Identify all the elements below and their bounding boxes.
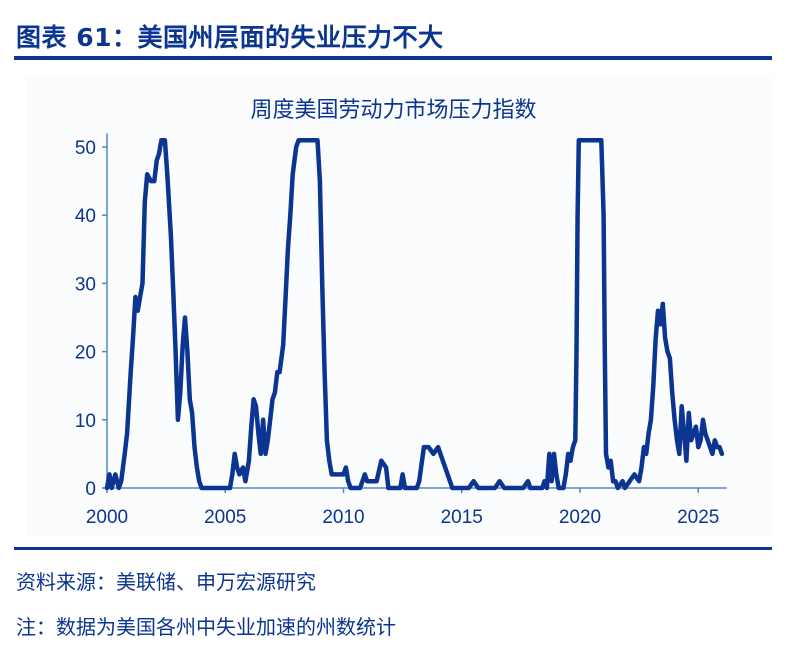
- chart-title: 周度美国劳动力市场压力指数: [250, 98, 537, 123]
- x-tick-label: 2015: [441, 507, 483, 528]
- source-text: 资料来源：美联储、申万宏源研究: [16, 570, 316, 594]
- y-tick-label: 30: [75, 274, 96, 295]
- y-tick-label: 50: [75, 138, 96, 159]
- y-axis: 0 10 20 30 40 50: [75, 133, 108, 500]
- chart-area: [26, 76, 772, 536]
- x-tick-label: 2005: [204, 507, 246, 528]
- x-tick-label: 2010: [322, 507, 364, 528]
- x-tick-label: 2000: [86, 507, 128, 528]
- title-divider: [14, 56, 772, 60]
- figure-title: 图表 61：美国州层面的失业压力不大: [16, 23, 444, 52]
- y-tick-label: 20: [75, 343, 96, 364]
- x-axis: 2000 2005 2010 2015 2020 2025: [86, 487, 727, 528]
- footer-divider: [14, 547, 772, 550]
- y-tick-label: 10: [75, 411, 96, 432]
- x-tick-label: 2020: [559, 507, 601, 528]
- note-text: 注：数据为美国各州中失业加速的州数统计: [16, 615, 396, 639]
- y-tick-label: 40: [75, 206, 96, 227]
- series-line: [104, 137, 725, 491]
- x-tick-label: 2025: [677, 507, 719, 528]
- y-tick-label: 0: [85, 479, 96, 500]
